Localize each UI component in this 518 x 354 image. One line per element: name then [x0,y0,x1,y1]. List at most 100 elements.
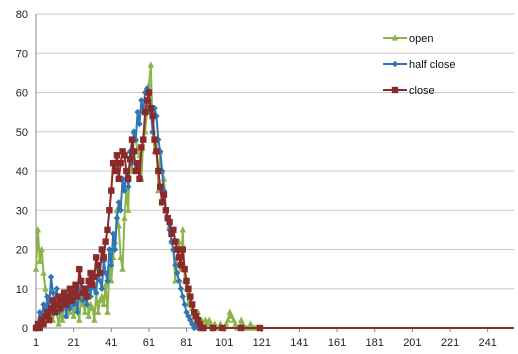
square-marker [160,191,168,198]
square-marker [128,136,136,143]
triangle-marker [66,308,74,315]
triangle-marker [40,269,47,276]
triangle-marker [36,257,43,264]
square-marker [147,105,154,112]
square-marker [141,108,149,116]
square-marker [183,277,190,285]
square-marker [134,159,141,167]
triangle-marker [59,316,66,323]
square-marker [155,167,162,175]
square-marker [85,277,92,285]
square-marker [68,297,75,304]
series-close [32,89,514,332]
square-marker [123,167,130,175]
square-marker [79,289,87,296]
square-marker [194,316,202,324]
square-marker [62,301,70,308]
y-tick-labels: 0 10 20 30 40 50 60 70 80 [16,9,28,335]
triangle-marker [100,300,107,308]
x-tick-label: 61 [143,337,155,349]
diamond-marker [175,277,183,285]
square-marker [115,175,123,183]
square-marker [188,301,196,308]
triangle-marker [70,312,77,319]
triangle-marker [55,320,62,327]
square-marker [38,316,45,324]
x-tick-label: 161 [328,337,346,349]
square-marker [91,273,98,281]
diamond-marker [151,105,158,112]
triangle-marker [147,61,154,68]
legend-item: open [383,33,433,45]
square-marker [66,285,74,292]
square-marker [177,262,185,269]
square-marker [45,316,53,324]
triangle-marker [119,265,126,272]
y-tick-label: 70 [16,48,28,60]
y-tick-label: 10 [16,284,28,296]
square-marker [108,187,115,194]
diamond-marker [173,269,181,277]
diamond-marker [104,277,111,285]
square-marker [61,289,68,296]
square-marker [98,246,106,253]
legend-label: half close [409,59,455,71]
square-marker [168,230,175,237]
diamond-marker [108,262,115,269]
diamond-marker [44,293,51,300]
triangle-marker [89,304,96,311]
diamond-marker [47,273,55,281]
diamond-marker [96,277,104,285]
diamond-marker [83,301,91,308]
diamond-marker [136,120,143,128]
square-marker [34,320,42,328]
square-marker [32,324,40,332]
diamond-marker [138,97,145,104]
diamond-marker [121,187,128,194]
diamond-marker [49,289,57,296]
triangle-marker [145,80,153,88]
square-marker [53,301,60,308]
diamond-marker [160,187,168,194]
x-tick-label: 81 [180,337,192,349]
square-marker [200,324,207,332]
diamond-marker [130,128,138,135]
triangle-marker [224,316,232,323]
square-marker [185,285,192,292]
x-tick-labels: 1 21 41 61 81 101 121 141 161 181 201 221 241 [33,337,497,349]
square-marker [119,148,126,155]
x-tick-label: 201 [403,337,421,349]
square-marker [42,313,49,320]
square-marker [153,148,160,155]
diamond-marker [125,183,132,190]
triangle-marker [32,265,40,272]
diamond-marker [102,269,109,277]
diamond-marker [93,289,100,296]
x-tick-label: 21 [68,337,80,349]
diamond-marker [53,285,60,292]
y-tick-label: 50 [16,127,28,139]
square-marker [196,320,203,328]
square-marker [151,136,158,143]
diamond-marker [391,60,399,68]
square-marker [70,289,77,296]
square-marker [111,167,119,175]
square-marker [219,324,226,332]
triangle-marker [117,253,124,260]
diamond-marker [134,108,141,116]
square-marker [192,313,200,320]
square-marker [149,112,156,120]
square-marker [76,265,83,273]
square-marker [104,226,111,234]
diamond-marker [117,207,124,214]
square-marker [87,269,94,277]
x-tick-label: 181 [366,337,384,349]
square-marker [126,156,134,163]
square-marker [74,293,81,300]
square-marker [175,254,183,261]
diamond-marker [166,226,173,234]
triangle-marker [76,316,83,323]
x-tick-label: 1 [33,337,39,349]
triangle-marker [102,281,109,288]
